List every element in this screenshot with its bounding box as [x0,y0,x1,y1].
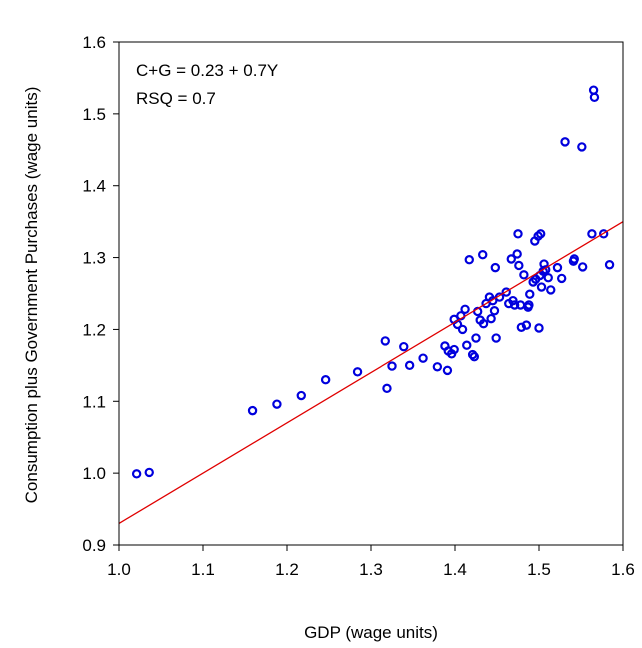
data-point [501,287,511,297]
data-point [508,295,518,306]
data-point [418,353,428,363]
data-point [536,282,547,292]
y-axis-title: Consumption plus Government Purchases (w… [22,87,41,504]
y-tick-label: 1.0 [82,464,106,483]
y-axis-ticks: 0.9 1.0 1.1 1.2 1.3 1.4 1.5 1.6 [82,33,119,555]
x-tick-label: 1.6 [611,560,635,579]
data-point [488,295,498,306]
plot-frame [118,41,624,546]
data-point [296,390,306,401]
x-tick-label: 1.3 [359,560,383,579]
x-tick-label: 1.5 [527,560,551,579]
data-point [247,405,258,416]
data-point [588,85,599,95]
data-point [524,300,534,310]
data-point [525,289,535,299]
data-point [457,324,468,335]
data-point [491,333,501,343]
x-axis-ticks: 1.0 1.1 1.2 1.3 1.4 1.5 1.6 [107,545,635,579]
data-point [577,262,588,272]
data-point [509,300,520,310]
data-points [131,85,615,479]
data-point [144,467,154,478]
data-point [464,255,474,265]
data-point [272,399,282,409]
annotation-rsq: RSQ = 0.7 [136,89,216,108]
data-point [380,336,390,346]
data-point [513,229,523,239]
data-point [478,249,488,260]
data-point [598,229,609,239]
regression-line [118,221,624,525]
y-tick-label: 1.2 [82,320,106,339]
data-point [486,313,496,324]
data-point [320,375,331,385]
data-point [460,304,470,315]
data-point [589,92,600,103]
x-tick-label: 1.0 [107,560,131,579]
data-point [512,249,522,259]
data-point [382,383,392,394]
data-point [560,137,570,147]
regression-layer [118,221,624,525]
y-tick-label: 1.4 [82,177,106,196]
data-point [569,254,579,264]
data-point [490,262,501,273]
data-point [471,333,481,343]
data-point [506,254,516,264]
data-point [442,365,453,376]
data-point [478,318,489,329]
x-tick-label: 1.4 [443,560,467,579]
data-point [577,142,587,152]
y-tick-label: 1.6 [82,33,106,52]
data-point [587,229,597,239]
data-point [604,260,615,270]
data-point [432,362,443,372]
annotation-equation: C+G = 0.23 + 0.7Y [136,61,278,80]
data-point [543,272,553,283]
data-point [449,344,459,355]
y-tick-label: 1.1 [82,392,106,411]
y-tick-label: 1.3 [82,249,106,268]
y-tick-label: 1.5 [82,105,106,124]
x-axis-title: GDP (wage units) [304,623,438,642]
data-point [462,340,472,350]
x-tick-label: 1.2 [275,560,299,579]
x-tick-label: 1.1 [191,560,215,579]
data-point [489,306,500,316]
data-point [352,367,363,377]
data-point [521,320,532,330]
data-point [556,273,567,284]
data-point [399,341,409,352]
data-point [516,322,527,332]
y-tick-label: 0.9 [82,536,106,555]
data-point [131,469,142,479]
data-point [387,361,397,371]
data-point [535,229,546,239]
data-point [514,260,524,271]
data-point [469,352,480,362]
data-point [515,300,526,310]
data-point [404,360,415,371]
data-point [519,270,529,280]
data-point [546,285,556,295]
data-point [534,323,544,333]
data-point [552,262,563,273]
